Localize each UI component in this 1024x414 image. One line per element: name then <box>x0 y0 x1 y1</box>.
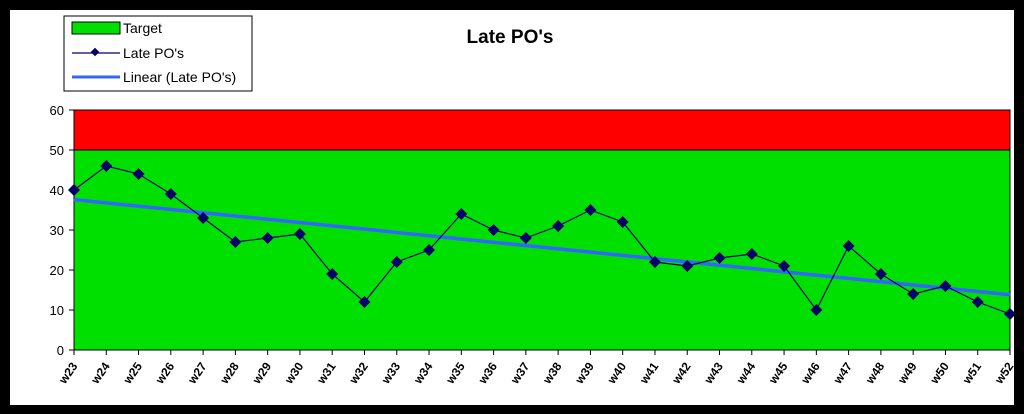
data-point <box>713 252 726 264</box>
y-tick-label: 10 <box>50 303 64 318</box>
legend: Target Late PO's Linear (Late PO's) <box>63 15 253 92</box>
x-tick-label: w47 <box>830 359 855 387</box>
target-band-green <box>74 150 1010 350</box>
x-tick-label: w50 <box>927 359 952 387</box>
data-point <box>229 236 242 248</box>
data-point <box>842 240 855 252</box>
x-tick-label: w30 <box>281 359 306 387</box>
x-tick-label: w52 <box>991 359 1014 387</box>
legend-marker-late-pos <box>90 47 100 57</box>
data-point <box>390 256 403 268</box>
y-tick-label: 40 <box>50 183 64 198</box>
data-point <box>681 260 694 272</box>
x-tick-label: w41 <box>636 359 661 387</box>
data-point <box>455 208 468 220</box>
chart-frame: 0 10 20 30 40 50 60 w23 w24 w25 w26 w27 w28 w29 w30 w3… <box>10 10 1014 405</box>
x-tick-label: w48 <box>862 359 887 387</box>
data-point <box>778 260 791 272</box>
data-point <box>745 248 758 260</box>
y-tick-label: 0 <box>57 343 64 358</box>
x-tick-label: w51 <box>959 359 984 387</box>
data-point <box>616 216 629 228</box>
late-pos-chart: 0 10 20 30 40 50 60 w23 w24 w25 w26 w27 w28 w29 w30 w3… <box>50 15 1014 387</box>
target-band-red <box>74 110 1010 150</box>
x-tick-label: w38 <box>540 359 565 387</box>
legend-label-trend: Linear (Late PO's) <box>123 69 236 85</box>
legend-label-target: Target <box>123 20 162 36</box>
data-point <box>100 160 113 172</box>
y-axis: 0 10 20 30 40 50 60 <box>50 103 75 358</box>
data-point <box>810 304 823 316</box>
y-tick-label: 60 <box>50 103 64 118</box>
data-point <box>874 268 887 280</box>
trend-line <box>73 197 1011 297</box>
x-tick-label: w32 <box>346 359 371 387</box>
x-tick-label: w33 <box>378 359 403 387</box>
y-tick-label: 30 <box>50 223 64 238</box>
data-point <box>907 288 920 300</box>
data-markers <box>68 160 1014 320</box>
x-axis: w23 w24 w25 w26 w27 w28 w29 w30 w31 w32 w33 w34 w35 w… <box>55 349 1014 387</box>
data-point <box>164 188 177 200</box>
data-point <box>132 168 145 180</box>
x-tick-label: w39 <box>572 359 597 387</box>
data-point <box>197 212 210 224</box>
data-point <box>552 220 565 232</box>
data-point <box>519 232 532 244</box>
legend-label-late-pos: Late PO's <box>123 45 184 61</box>
x-tick-label: w25 <box>120 359 145 387</box>
data-point <box>939 280 952 292</box>
legend-swatch-target <box>71 21 121 35</box>
x-tick-label: w37 <box>507 359 532 387</box>
y-tick-label: 20 <box>50 263 64 278</box>
x-tick-label: w23 <box>55 359 80 387</box>
data-point <box>358 296 371 308</box>
x-tick-label: w31 <box>314 359 339 387</box>
x-tick-label: w35 <box>443 359 468 387</box>
data-point <box>326 268 339 280</box>
chart-title: Late PO's <box>467 27 554 48</box>
data-point <box>1004 308 1014 320</box>
data-point <box>487 224 500 236</box>
x-tick-label: w27 <box>185 359 210 387</box>
x-tick-label: w44 <box>733 359 758 387</box>
x-tick-label: w26 <box>152 359 177 387</box>
data-point <box>971 296 984 308</box>
x-tick-label: w46 <box>798 359 823 387</box>
x-tick-label: w45 <box>765 359 790 387</box>
x-tick-label: w28 <box>217 359 242 387</box>
x-tick-label: w43 <box>701 359 726 387</box>
data-point <box>584 204 597 216</box>
data-point <box>68 184 80 196</box>
y-tick-label: 50 <box>50 143 64 158</box>
x-tick-label: w49 <box>895 359 920 387</box>
x-tick-label: w42 <box>669 359 694 387</box>
x-tick-label: w36 <box>475 359 500 387</box>
x-tick-label: w29 <box>249 359 274 387</box>
x-tick-label: w34 <box>410 359 435 387</box>
late-pos-line <box>73 165 1011 315</box>
data-point <box>293 228 306 240</box>
x-tick-label: w40 <box>604 359 629 387</box>
data-point <box>423 244 436 256</box>
data-point <box>648 256 661 268</box>
data-point <box>261 232 274 244</box>
x-tick-label: w24 <box>88 359 113 387</box>
